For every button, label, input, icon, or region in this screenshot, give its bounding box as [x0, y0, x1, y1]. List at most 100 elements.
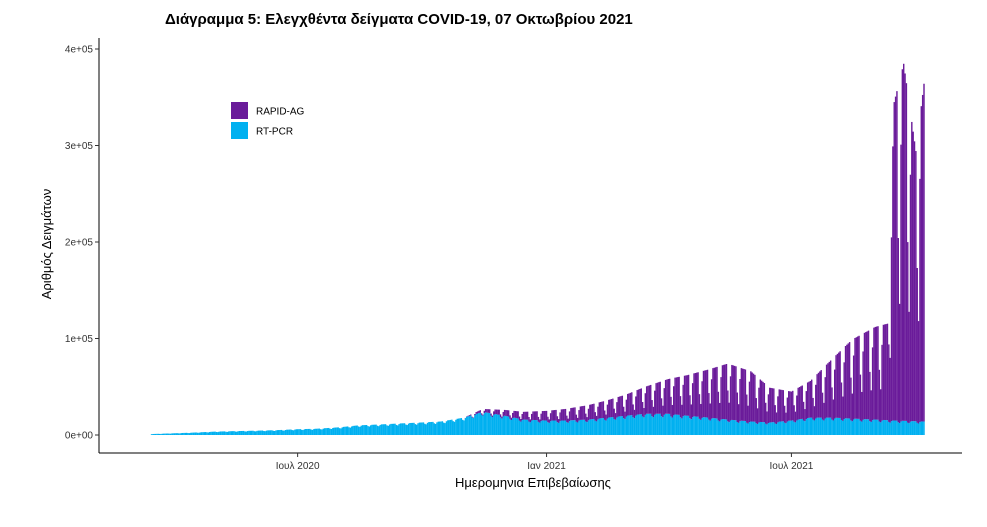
bar-rapid-ag	[533, 411, 536, 421]
bar-rt-pcr	[851, 421, 854, 435]
bar-rt-pcr	[476, 413, 479, 435]
bar-rt-pcr	[636, 414, 638, 435]
bar-rt-pcr	[670, 416, 672, 435]
bar-rapid-ag	[831, 387, 833, 420]
bar-rapid-ag	[566, 415, 568, 423]
bar-rt-pcr	[503, 415, 506, 435]
bar-rapid-ag	[756, 408, 759, 424]
bar-rt-pcr	[283, 430, 285, 435]
bar-rt-pcr	[184, 432, 187, 435]
bar-rapid-ag	[521, 414, 523, 421]
bar-rt-pcr	[800, 419, 802, 435]
bar-rt-pcr	[617, 416, 619, 435]
bar-rt-pcr	[659, 413, 661, 435]
bar-rt-pcr	[234, 431, 237, 435]
bar-rt-pcr	[369, 425, 372, 435]
bar-rapid-ag	[847, 343, 849, 419]
bar-rt-pcr	[403, 423, 406, 435]
bar-rt-pcr	[379, 424, 381, 435]
legend: RAPID-AG RT-PCR	[231, 102, 305, 139]
bar-rt-pcr	[870, 421, 872, 435]
bar-rapid-ag	[641, 402, 644, 417]
bar-rapid-ag	[861, 391, 863, 422]
bar-rapid-ag	[505, 410, 507, 416]
bar-rt-pcr	[821, 419, 824, 435]
bar-rapid-ag	[528, 417, 530, 422]
bar-rapid-ag	[678, 376, 680, 415]
bar-rt-pcr	[188, 433, 191, 435]
bar-rt-pcr	[445, 421, 448, 435]
bar-rt-pcr	[237, 431, 239, 435]
bar-rt-pcr	[836, 417, 839, 435]
bar-rapid-ag	[762, 381, 764, 423]
bar-rt-pcr	[786, 421, 789, 435]
bar-rapid-ag	[825, 364, 828, 418]
bar-rt-pcr	[175, 433, 177, 435]
bar-rt-pcr	[790, 420, 793, 435]
bar-rt-pcr	[406, 425, 408, 435]
bar-rapid-ag	[591, 404, 594, 420]
bar-rt-pcr	[700, 419, 702, 435]
bar-rt-pcr	[356, 425, 358, 435]
bar-rt-pcr	[497, 414, 499, 435]
bar-rt-pcr	[510, 419, 513, 435]
bar-rt-pcr	[282, 430, 284, 435]
bar-rt-pcr	[384, 424, 387, 435]
bar-rt-pcr	[459, 418, 461, 435]
bar-rt-pcr	[589, 419, 591, 435]
bar-rapid-ag	[716, 366, 718, 419]
bar-rapid-ag	[663, 388, 665, 415]
bar-rapid-ag	[553, 410, 556, 421]
bar-rt-pcr	[521, 420, 523, 435]
bar-rt-pcr	[351, 426, 353, 435]
bar-rapid-ag	[908, 311, 910, 424]
bar-rt-pcr	[516, 418, 518, 435]
bar-rt-pcr	[378, 426, 380, 435]
bar-rt-pcr	[828, 417, 831, 435]
bar-rt-pcr	[618, 416, 621, 435]
bar-rt-pcr	[682, 416, 684, 435]
bar-rt-pcr	[218, 431, 220, 435]
bar-rt-pcr	[913, 421, 916, 435]
bar-rt-pcr	[305, 429, 307, 435]
bars-layer	[150, 63, 925, 435]
bar-rapid-ag	[771, 388, 774, 423]
bar-rt-pcr	[217, 432, 219, 435]
bar-rapid-ag	[698, 394, 701, 419]
bar-rt-pcr	[591, 419, 594, 435]
bar-rt-pcr	[263, 430, 265, 435]
bar-rapid-ag	[475, 412, 477, 414]
bar-rapid-ag	[701, 381, 703, 418]
bar-rapid-ag	[775, 412, 778, 424]
bar-rapid-ag	[564, 408, 567, 421]
bar-rt-pcr	[248, 430, 250, 435]
bar-rapid-ag	[743, 369, 745, 421]
bar-rt-pcr	[463, 420, 465, 435]
bar-rapid-ag	[881, 344, 883, 421]
bar-rt-pcr	[433, 423, 435, 435]
bar-rapid-ag	[640, 388, 642, 415]
bar-rapid-ag	[590, 404, 592, 420]
bar-rt-pcr	[505, 415, 507, 435]
bar-rapid-ag	[598, 402, 601, 419]
bar-rt-pcr	[559, 421, 561, 435]
bar-rt-pcr	[472, 418, 475, 435]
bar-rapid-ag	[583, 405, 586, 420]
bar-rapid-ag	[517, 411, 519, 419]
bar-rapid-ag	[483, 410, 486, 414]
bar-rapid-ag	[786, 397, 789, 422]
bar-rapid-ag	[754, 374, 756, 422]
bar-rt-pcr	[769, 422, 771, 435]
bar-rapid-ag	[614, 413, 617, 420]
bar-rt-pcr	[622, 418, 625, 435]
bar-rapid-ag	[578, 410, 580, 421]
bar-rt-pcr	[576, 422, 579, 435]
bar-rapid-ag	[476, 411, 479, 414]
bar-rt-pcr	[332, 428, 334, 435]
bar-rapid-ag	[770, 387, 772, 423]
bar-rapid-ag	[755, 398, 757, 424]
bar-rapid-ag	[766, 411, 768, 425]
bar-rt-pcr	[886, 420, 889, 435]
bar-rt-pcr	[394, 423, 396, 435]
bar-rapid-ag	[866, 331, 868, 420]
